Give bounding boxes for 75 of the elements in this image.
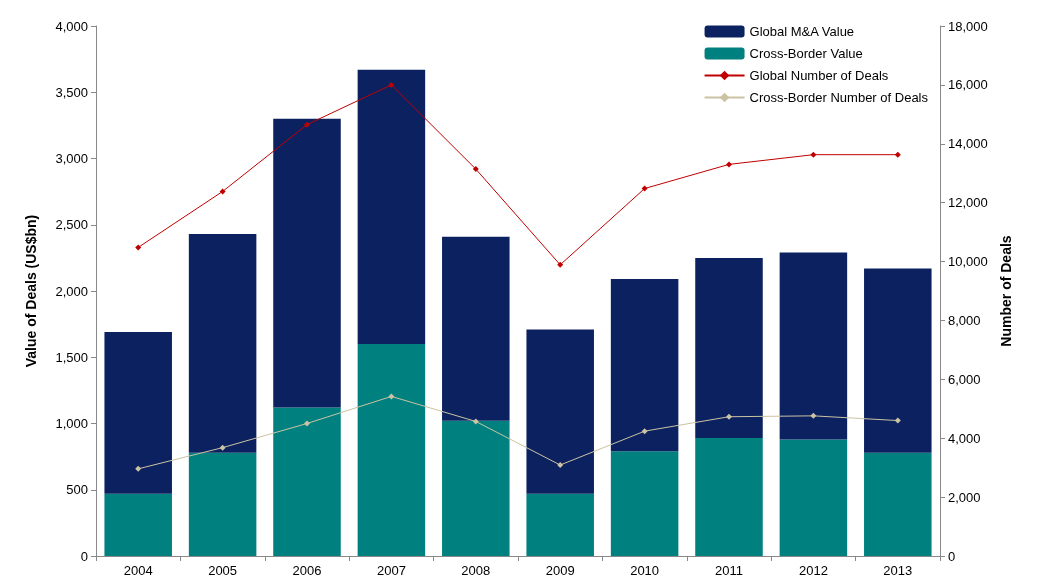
x-tick-label: 2008 <box>461 563 491 578</box>
point <box>557 261 564 268</box>
point <box>219 444 226 451</box>
bar <box>442 236 510 421</box>
y-tick-label: 2,000 <box>55 283 88 299</box>
bar <box>864 452 932 556</box>
x-tick-label: 2011 <box>715 563 743 578</box>
point <box>388 393 395 400</box>
point <box>641 428 648 435</box>
point <box>304 121 310 128</box>
point <box>472 418 479 425</box>
y2-tick-label: 2,000 <box>948 489 981 505</box>
bar <box>357 69 426 344</box>
point <box>810 412 817 419</box>
point <box>135 465 142 472</box>
y-tick-label: 500 <box>66 482 88 498</box>
legend-label: Global M&A Value <box>749 24 855 39</box>
bar <box>104 493 172 556</box>
bar <box>695 438 763 556</box>
bar <box>188 234 257 453</box>
legend-label: Cross-Border Value <box>749 46 863 61</box>
y2-tick-label: 14,000 <box>948 136 988 152</box>
bar <box>104 332 172 494</box>
point <box>472 166 479 173</box>
y-tick-label: 2,500 <box>55 217 88 233</box>
point <box>726 413 732 420</box>
y-axis-title: Value of Deals (US$bn) <box>23 214 39 368</box>
point <box>388 81 395 88</box>
bar <box>864 268 932 453</box>
y-tick-label: 1,000 <box>55 416 88 431</box>
point <box>894 417 901 424</box>
bar <box>526 493 594 556</box>
x-tick-label: 2004 <box>123 563 153 578</box>
y2-tick-label: 12,000 <box>948 195 988 211</box>
bar <box>610 451 679 556</box>
x-tick-label: 2009 <box>545 563 575 578</box>
y2-tick-label: 10,000 <box>948 254 988 270</box>
legend-label: Cross-Border Number of Deals <box>749 90 929 105</box>
x-tick-label: 2006 <box>292 563 322 578</box>
bar <box>610 279 679 452</box>
y2-axis-title: Number of Deals <box>997 235 1014 347</box>
bar <box>695 257 763 439</box>
y2-tick-label: 18,000 <box>948 18 988 34</box>
y-tick-label: 3,500 <box>55 84 88 100</box>
y2-tick-label: 0 <box>948 548 956 564</box>
point <box>894 151 901 158</box>
bar <box>357 344 426 556</box>
bar <box>188 452 257 556</box>
y-tick-label: 4,000 <box>55 18 88 34</box>
bar <box>779 439 848 556</box>
x-tick-label: 2007 <box>376 563 406 578</box>
bar <box>273 118 341 408</box>
point <box>219 188 226 195</box>
point <box>726 161 732 168</box>
point <box>810 151 817 158</box>
point <box>304 420 310 427</box>
x-tick-label: 2013 <box>883 563 913 578</box>
y2-tick-label: 6,000 <box>948 371 981 387</box>
legend-label: Global Number of Deals <box>749 68 889 83</box>
y2-tick-label: 8,000 <box>948 312 981 328</box>
point <box>135 244 142 251</box>
point <box>641 185 648 192</box>
y2-tick-label: 16,000 <box>948 77 988 93</box>
x-tick-label: 2005 <box>208 563 238 578</box>
point <box>557 462 564 469</box>
y-tick-label: 1,500 <box>55 349 88 365</box>
bar <box>779 252 848 440</box>
x-tick-label: 2010 <box>630 563 660 578</box>
bar <box>526 329 594 494</box>
bar <box>442 420 510 556</box>
y-tick-label: 0 <box>80 548 88 564</box>
y-tick-label: 3,000 <box>55 151 88 166</box>
x-tick-label: 2012 <box>798 563 828 578</box>
bar <box>273 407 341 556</box>
y2-tick-label: 4,000 <box>948 430 981 446</box>
